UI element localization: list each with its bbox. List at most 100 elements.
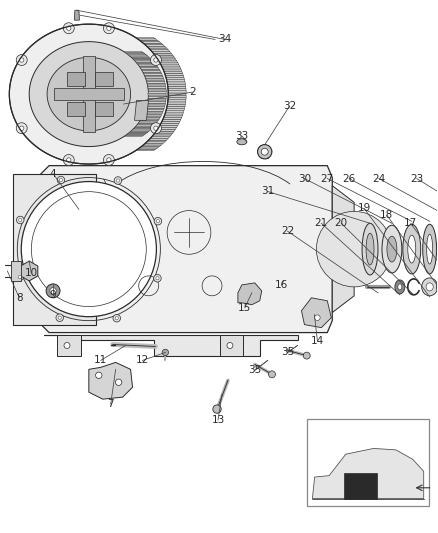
Text: 35: 35: [281, 348, 294, 358]
Polygon shape: [153, 133, 173, 135]
Circle shape: [19, 219, 22, 222]
Circle shape: [21, 182, 156, 317]
Polygon shape: [148, 90, 166, 92]
Text: 14: 14: [311, 336, 324, 345]
Polygon shape: [159, 125, 178, 127]
Polygon shape: [143, 143, 163, 145]
Ellipse shape: [423, 224, 437, 274]
Polygon shape: [161, 65, 180, 67]
Ellipse shape: [398, 284, 402, 290]
Polygon shape: [145, 142, 165, 143]
Polygon shape: [29, 42, 148, 147]
Text: 18: 18: [380, 211, 394, 220]
Circle shape: [227, 343, 233, 349]
Polygon shape: [161, 122, 180, 123]
Text: 27: 27: [321, 174, 334, 183]
Polygon shape: [166, 79, 185, 82]
Text: 31: 31: [261, 187, 274, 197]
Ellipse shape: [362, 223, 378, 275]
Polygon shape: [57, 335, 81, 357]
Text: 35: 35: [248, 365, 261, 375]
Polygon shape: [134, 60, 153, 61]
Polygon shape: [150, 50, 170, 52]
Polygon shape: [155, 55, 174, 57]
Polygon shape: [140, 68, 159, 69]
Polygon shape: [140, 147, 159, 148]
Polygon shape: [145, 75, 163, 77]
Polygon shape: [125, 134, 145, 135]
Polygon shape: [145, 77, 164, 78]
Ellipse shape: [437, 277, 438, 297]
Circle shape: [103, 23, 114, 34]
Polygon shape: [136, 125, 155, 126]
Polygon shape: [67, 72, 85, 86]
Polygon shape: [148, 96, 166, 98]
Polygon shape: [168, 91, 186, 93]
Circle shape: [151, 123, 162, 134]
Text: 7: 7: [107, 399, 114, 409]
Polygon shape: [163, 117, 182, 119]
Circle shape: [332, 227, 376, 271]
Polygon shape: [158, 127, 177, 130]
Polygon shape: [141, 42, 161, 43]
Polygon shape: [166, 109, 184, 111]
Polygon shape: [127, 54, 146, 55]
Polygon shape: [148, 48, 168, 50]
Text: 9: 9: [50, 290, 57, 300]
Polygon shape: [148, 92, 166, 93]
Polygon shape: [166, 75, 184, 77]
Polygon shape: [47, 58, 131, 131]
Ellipse shape: [427, 234, 433, 264]
Circle shape: [67, 26, 71, 30]
Polygon shape: [160, 123, 179, 125]
Polygon shape: [166, 111, 184, 113]
Text: 12: 12: [136, 356, 149, 366]
Polygon shape: [147, 103, 166, 105]
Polygon shape: [95, 72, 113, 86]
Polygon shape: [127, 133, 146, 134]
Circle shape: [20, 58, 24, 62]
Polygon shape: [21, 261, 38, 281]
Circle shape: [17, 216, 24, 224]
Bar: [307, 419, 429, 506]
Polygon shape: [128, 55, 148, 56]
Polygon shape: [83, 56, 95, 132]
Polygon shape: [145, 111, 163, 113]
Circle shape: [50, 288, 56, 294]
Circle shape: [314, 315, 320, 320]
Polygon shape: [135, 37, 155, 39]
Polygon shape: [148, 85, 166, 86]
Circle shape: [162, 349, 169, 356]
Polygon shape: [148, 86, 166, 88]
Polygon shape: [164, 115, 183, 117]
Polygon shape: [137, 123, 156, 125]
Polygon shape: [152, 135, 171, 136]
Polygon shape: [11, 261, 21, 281]
Polygon shape: [138, 39, 157, 41]
Circle shape: [107, 26, 111, 30]
Polygon shape: [138, 122, 157, 123]
Ellipse shape: [395, 280, 405, 294]
Polygon shape: [166, 77, 184, 79]
Polygon shape: [137, 63, 156, 65]
Ellipse shape: [366, 233, 374, 265]
Circle shape: [324, 219, 384, 279]
Polygon shape: [89, 362, 133, 399]
Polygon shape: [148, 93, 166, 95]
Polygon shape: [164, 71, 183, 73]
Circle shape: [116, 379, 122, 385]
Ellipse shape: [408, 235, 416, 263]
Polygon shape: [163, 69, 182, 71]
Circle shape: [114, 177, 122, 184]
Polygon shape: [165, 113, 183, 115]
Polygon shape: [220, 335, 243, 357]
Polygon shape: [147, 82, 165, 83]
Polygon shape: [139, 66, 158, 68]
Polygon shape: [152, 52, 171, 53]
Ellipse shape: [382, 225, 402, 273]
Text: 22: 22: [281, 226, 294, 236]
Polygon shape: [138, 148, 157, 149]
Text: 11: 11: [94, 356, 107, 366]
Ellipse shape: [237, 139, 247, 145]
Polygon shape: [312, 448, 424, 498]
